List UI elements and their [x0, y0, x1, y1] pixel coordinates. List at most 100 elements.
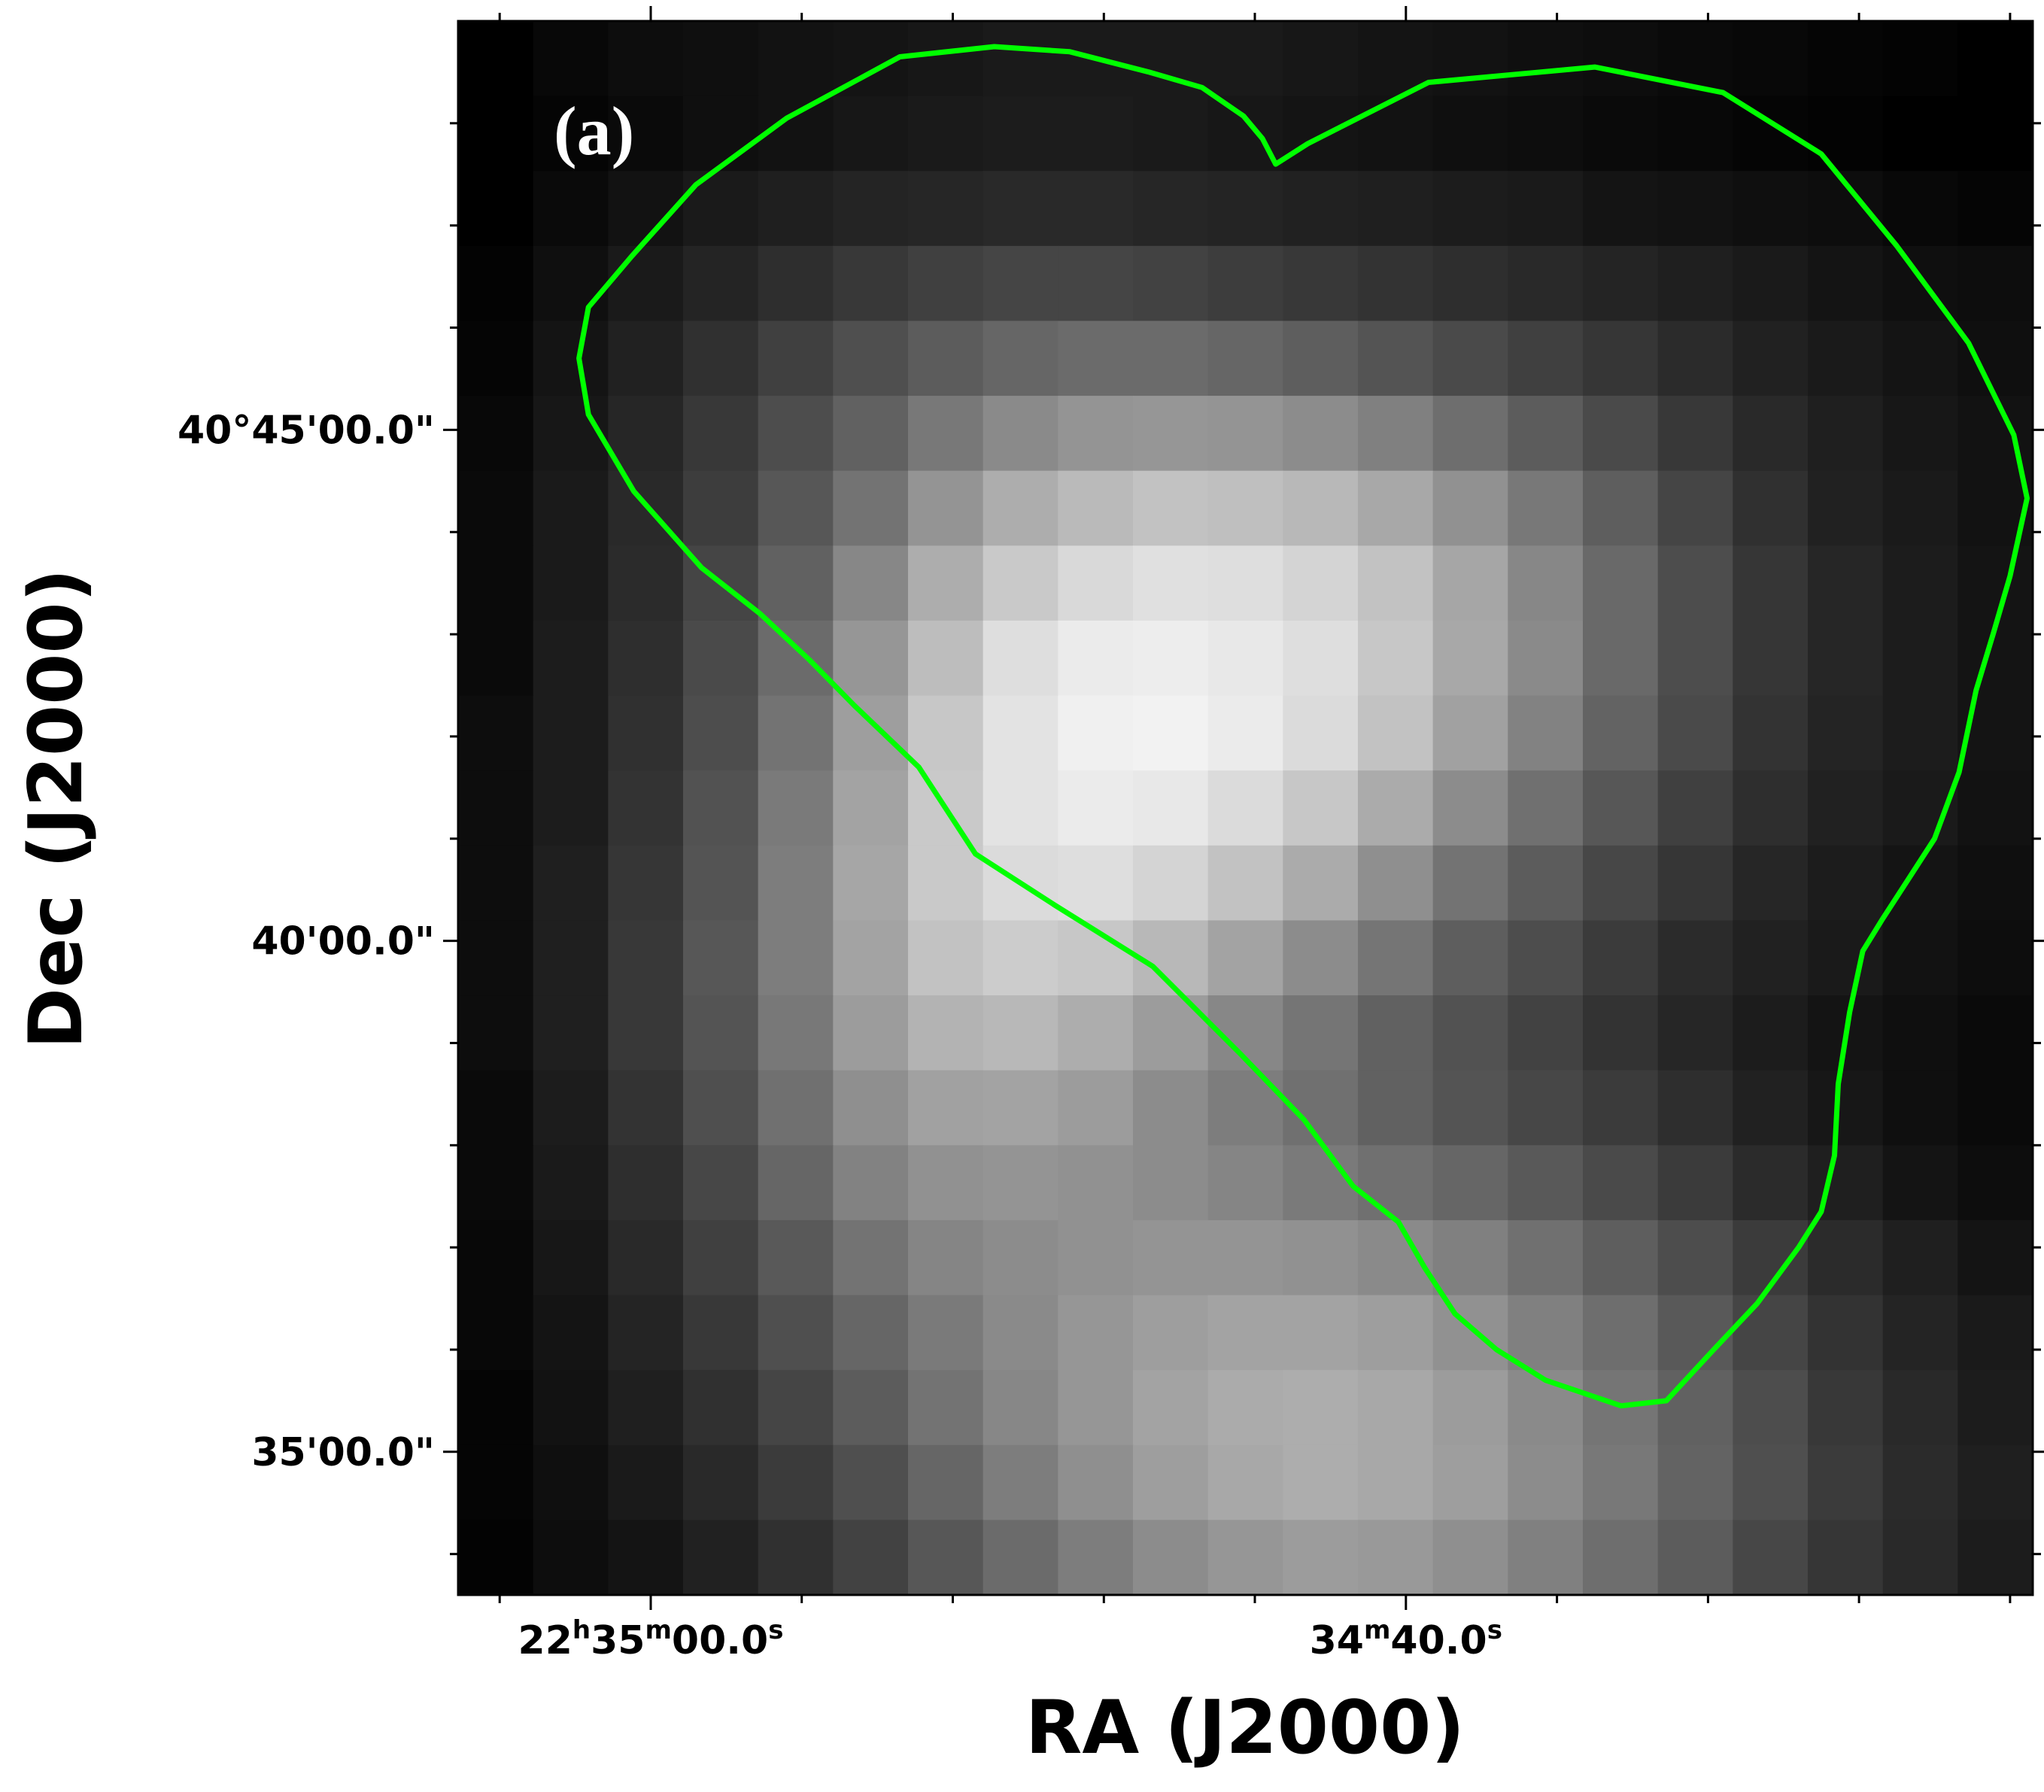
heatmap-cell — [758, 770, 834, 846]
heatmap-cell — [1583, 920, 1659, 996]
heatmap-cell — [683, 620, 759, 697]
heatmap-cell — [1508, 995, 1584, 1071]
heatmap-cell — [1882, 171, 1958, 247]
heatmap-cell — [983, 1370, 1058, 1446]
y-tick-label: 40'00.0" — [251, 919, 435, 964]
heatmap-cell — [1283, 1444, 1359, 1520]
heatmap-cell — [833, 1295, 909, 1371]
heatmap-cell — [1808, 770, 1884, 846]
heatmap-cell — [1808, 21, 1884, 97]
y-tick-label: 40°45'00.0" — [178, 408, 435, 453]
heatmap-cell — [1808, 245, 1884, 322]
heatmap-cell — [1508, 545, 1584, 621]
heatmap-cell — [1882, 21, 1958, 97]
heatmap-cell — [1733, 845, 1809, 922]
heatmap-cell — [1733, 770, 1809, 846]
heatmap-cell — [458, 320, 534, 396]
heatmap-cell — [1207, 920, 1283, 996]
heatmap-cell — [833, 1070, 909, 1146]
heatmap-cell — [758, 96, 834, 172]
heatmap-cell — [608, 920, 684, 996]
heatmap-cell — [458, 920, 534, 996]
heatmap-cell — [683, 320, 759, 396]
heatmap-cell — [533, 1370, 609, 1446]
heatmap-cell — [908, 920, 984, 996]
heatmap-cell — [1957, 96, 2033, 172]
heatmap-cell — [758, 1295, 834, 1371]
heatmap-cell — [458, 1370, 534, 1446]
heatmap-cell — [533, 845, 609, 922]
heatmap-cell — [1657, 1295, 1733, 1371]
heatmap-cell — [1882, 1370, 1958, 1446]
heatmap-cell — [1358, 770, 1434, 846]
heatmap-cell — [1508, 396, 1584, 472]
heatmap-cell — [458, 470, 534, 546]
heatmap-cell — [1058, 1219, 1134, 1296]
heatmap-cell — [1882, 96, 1958, 172]
heatmap-cell — [1432, 21, 1508, 97]
x-axis-title: RA (J2000) — [1025, 1685, 1465, 1771]
heatmap-cell — [1358, 995, 1434, 1071]
heatmap-cell — [458, 620, 534, 697]
heatmap-cell — [833, 770, 909, 846]
heatmap-cell — [1058, 1070, 1134, 1146]
heatmap-cell — [1283, 96, 1359, 172]
heatmap-cell — [758, 245, 834, 322]
heatmap-cell — [1657, 845, 1733, 922]
heatmap-cell — [1657, 1370, 1733, 1446]
heatmap-cell — [683, 695, 759, 771]
heatmap-cell — [908, 396, 984, 472]
heatmap-cell — [1358, 396, 1434, 472]
heatmap-cell — [1733, 995, 1809, 1071]
heatmap-cell — [1133, 171, 1209, 247]
heatmap-cell — [1058, 1295, 1134, 1371]
heatmap-cell — [983, 96, 1058, 172]
heatmap-cell — [608, 620, 684, 697]
heatmap-cell — [1358, 171, 1434, 247]
heatmap-cell — [983, 171, 1058, 247]
heatmap-cell — [1808, 620, 1884, 697]
heatmap-cell — [533, 995, 609, 1071]
heatmap-cell — [758, 1444, 834, 1520]
heatmap-cell — [683, 920, 759, 996]
heatmap-cell — [1207, 620, 1283, 697]
heatmap-cell — [608, 695, 684, 771]
heatmap-cell — [683, 96, 759, 172]
heatmap-cell — [1957, 845, 2033, 922]
heatmap-cell — [1957, 320, 2033, 396]
heatmap-cell — [1583, 396, 1659, 472]
heatmap-cell — [1882, 1070, 1958, 1146]
heatmap-cell — [1583, 995, 1659, 1071]
heatmap-cell — [683, 21, 759, 97]
heatmap-cell — [833, 245, 909, 322]
heatmap-cell — [533, 1295, 609, 1371]
heatmap-cell — [1957, 1444, 2033, 1520]
heatmap-cell — [908, 845, 984, 922]
heatmap-cell — [1058, 171, 1134, 247]
heatmap-cell — [1657, 96, 1733, 172]
heatmap-cell — [1133, 1219, 1209, 1296]
heatmap-cell — [1058, 695, 1134, 771]
heatmap-cell — [908, 245, 984, 322]
heatmap-cell — [983, 1520, 1058, 1596]
heatmap-cell — [1432, 920, 1508, 996]
heatmap-cell — [1657, 1444, 1733, 1520]
heatmap-cell — [1733, 695, 1809, 771]
heatmap-cell — [1133, 1520, 1209, 1596]
heatmap-cell — [1358, 620, 1434, 697]
heatmap-cell — [983, 1219, 1058, 1296]
heatmap-cell — [833, 396, 909, 472]
heatmap-cell — [1358, 1444, 1434, 1520]
heatmap-cell — [1432, 770, 1508, 846]
heatmap-cell — [1358, 845, 1434, 922]
heatmap-cell — [1733, 245, 1809, 322]
heatmap-cell — [1283, 545, 1359, 621]
heatmap-cell — [1058, 845, 1134, 922]
heatmap-cell — [533, 1219, 609, 1296]
heatmap-cell — [1358, 470, 1434, 546]
heatmap-cell — [758, 470, 834, 546]
heatmap-cell — [1583, 770, 1659, 846]
heatmap-cell — [758, 545, 834, 621]
heatmap-cell — [758, 320, 834, 396]
heatmap-cell — [1733, 171, 1809, 247]
